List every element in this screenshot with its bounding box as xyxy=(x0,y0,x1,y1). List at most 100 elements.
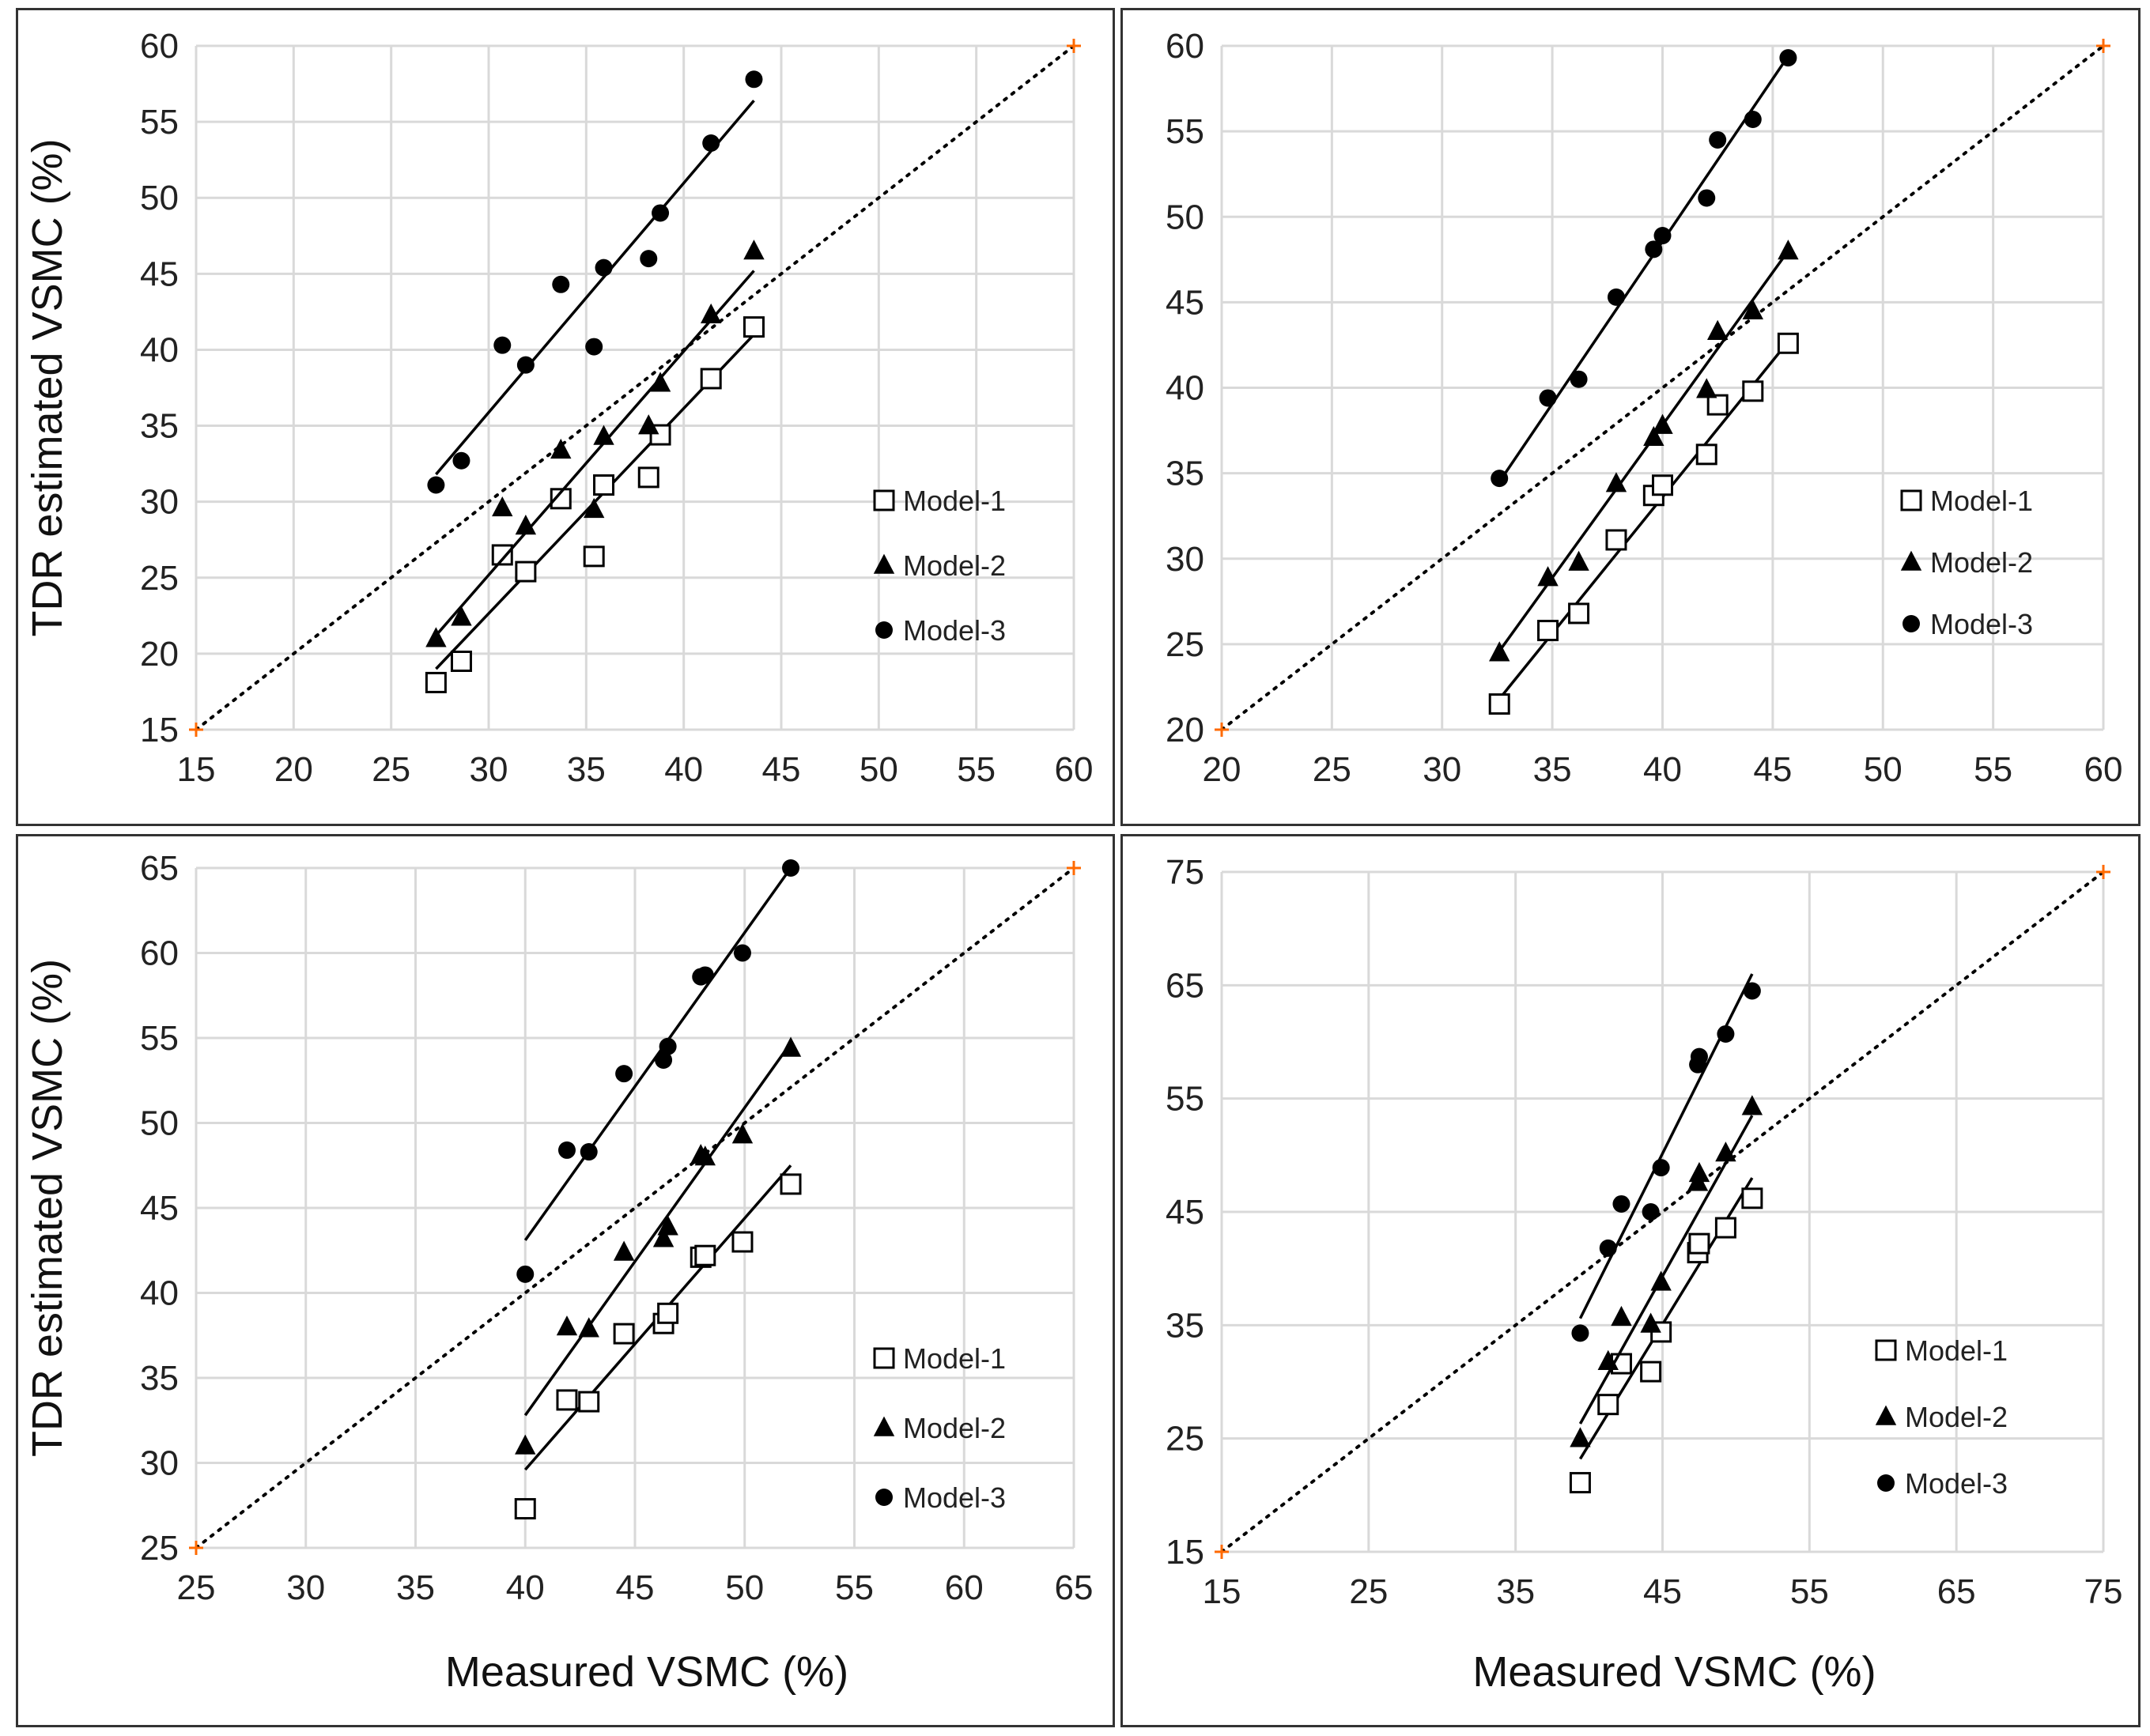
y-tick-label-30: 30 xyxy=(140,483,179,522)
model-2-point xyxy=(649,372,671,392)
legend-marker-model-2 xyxy=(873,553,895,574)
y-tick-label-35: 35 xyxy=(140,1359,179,1398)
y-tick-label-50: 50 xyxy=(140,1104,179,1143)
legend-label-model-2: Model-2 xyxy=(1905,1401,2008,1433)
legend-marker-model-3 xyxy=(1903,615,1920,632)
model-1-point xyxy=(1568,602,1590,625)
scatter-plot-top-left: 15 20 25 30 35 40 45 50 55 60 15 20 25 30 35 40 45 50 55 60… xyxy=(24,27,1093,789)
legend-marker-model-2 xyxy=(1875,1405,1897,1425)
x-tick-label-60: 60 xyxy=(945,1568,984,1607)
model-1-point xyxy=(578,1391,600,1413)
model-1-point xyxy=(1695,443,1717,466)
one-to-one-end-marker xyxy=(2096,39,2110,53)
x-tick-label-35: 35 xyxy=(1496,1572,1535,1611)
gridlines xyxy=(195,866,1075,1549)
x-tick-label-35: 35 xyxy=(1533,750,1572,789)
model-3-point xyxy=(615,1065,633,1083)
model-3-point xyxy=(552,275,570,293)
y-tick-label-15: 15 xyxy=(140,711,179,749)
model-2-point xyxy=(492,496,513,517)
y-tick-label-40: 40 xyxy=(140,1274,179,1313)
model-3-point xyxy=(595,259,613,277)
model-2-point xyxy=(451,606,472,626)
model-3-point xyxy=(702,134,720,153)
x-axis-title: Measured VSMC (%) xyxy=(445,1648,848,1696)
x-tick-label-25: 25 xyxy=(372,750,410,789)
x-tick-label-35: 35 xyxy=(567,750,606,789)
x-tick-label-20: 20 xyxy=(1203,750,1241,789)
one-to-one-start-marker xyxy=(189,1541,203,1555)
model-2-point xyxy=(515,1434,536,1455)
x-tick-label-30: 30 xyxy=(470,750,508,789)
model-1-point xyxy=(583,545,605,568)
model-3-point xyxy=(585,338,603,356)
model-1-point xyxy=(742,316,765,338)
model-3-point xyxy=(516,1265,535,1283)
model-3-point xyxy=(1698,189,1716,207)
series-model-2 xyxy=(425,240,765,647)
one-to-one-end-marker xyxy=(1067,39,1081,53)
model-2-point xyxy=(1568,550,1589,571)
legend-label-model-3: Model-3 xyxy=(1930,608,2033,640)
model-2-point xyxy=(1640,1312,1661,1333)
x-tick-label-55: 55 xyxy=(835,1568,874,1607)
x-tick-label-45: 45 xyxy=(762,750,801,789)
legend: Model-1 Model-2 Model-3 xyxy=(1875,1334,2008,1500)
y-tick-label-60: 60 xyxy=(140,27,179,66)
model-3-point xyxy=(782,859,800,877)
model-3-trend-line xyxy=(435,100,755,476)
chart-panel-top-right: 20 25 30 35 40 45 50 55 60 20 25 30 35 40 45 50 55 60 Mode… xyxy=(1120,8,2141,826)
scatter-plot-top-right: 20 25 30 35 40 45 50 55 60 20 25 30 35 40 45 50 55 60 Mode… xyxy=(1166,27,2122,789)
model-3-point xyxy=(1717,1025,1735,1043)
series-model-3 xyxy=(1491,49,1797,488)
model-2-point xyxy=(701,303,722,324)
legend-label-model-3: Model-3 xyxy=(903,1481,1006,1514)
model-3-point xyxy=(659,1037,677,1055)
model-3-point xyxy=(733,944,751,962)
x-tick-label-65: 65 xyxy=(1937,1572,1976,1611)
model-1-point xyxy=(637,466,659,489)
model-3-point xyxy=(745,70,763,89)
scatter-plot-bottom-right: 15 25 35 45 55 65 7515253545556575Model-1Model… xyxy=(1166,853,2122,1696)
tick-labels: 20 25 30 35 40 45 50 55 60 20 25 30 35 40 45 50 55 60 xyxy=(1166,27,2122,789)
model-2-point xyxy=(1715,1142,1736,1162)
x-axis-title: Measured VSMC (%) xyxy=(1472,1648,1876,1696)
model-1-point xyxy=(450,651,472,672)
legend-marker-model-3 xyxy=(875,621,893,639)
model-2-trend-line xyxy=(435,270,755,636)
model-2-point xyxy=(613,1240,635,1261)
x-tick-label-40: 40 xyxy=(664,750,703,789)
y-tick-label-35: 35 xyxy=(140,407,179,446)
model-1-point xyxy=(1488,693,1510,715)
model-3-point xyxy=(1571,1324,1589,1342)
model-2-point xyxy=(1537,566,1559,587)
model-3-point xyxy=(655,1051,673,1069)
model-2-point xyxy=(1778,240,1799,260)
legend-marker-model-2 xyxy=(1900,550,1922,571)
x-tick-label-15: 15 xyxy=(1203,1572,1241,1611)
model-3-point xyxy=(516,356,535,374)
legend-marker-model-1 xyxy=(1900,489,1922,511)
model-3-point xyxy=(1779,49,1797,67)
legend-label-model-2: Model-2 xyxy=(903,549,1006,582)
model-3-point xyxy=(1653,227,1672,245)
y-tick-label-35: 35 xyxy=(1166,455,1204,493)
legend-marker-model-1 xyxy=(873,489,895,511)
y-tick-label-55: 55 xyxy=(140,1019,179,1058)
tick-labels: 15 20 25 30 35 40 45 50 55 60 15 20 25 30 35 40 45 50 55 60 xyxy=(140,27,1093,789)
model-3-point xyxy=(1645,240,1663,259)
model-1-point xyxy=(1652,474,1673,496)
model-3-point xyxy=(1690,1047,1708,1066)
model-2-point xyxy=(584,497,605,519)
model-2-point xyxy=(1650,1270,1672,1291)
chart-panel-top-left: 15 20 25 30 35 40 45 50 55 60 15 20 25 30 35 40 45 50 55 60… xyxy=(16,8,1115,826)
legend: Model-1 Model-2 Model-3 xyxy=(1900,485,2033,640)
model-1-point xyxy=(1537,620,1559,642)
series-model-3 xyxy=(516,859,800,1283)
model-2-trend-line xyxy=(1578,1115,1754,1425)
x-tick-label-45: 45 xyxy=(616,1568,655,1607)
legend-marker-model-1 xyxy=(1875,1339,1897,1361)
x-tick-label-50: 50 xyxy=(860,750,898,789)
model-1-point xyxy=(613,1323,635,1345)
model-2-trend-line xyxy=(1498,250,1789,652)
